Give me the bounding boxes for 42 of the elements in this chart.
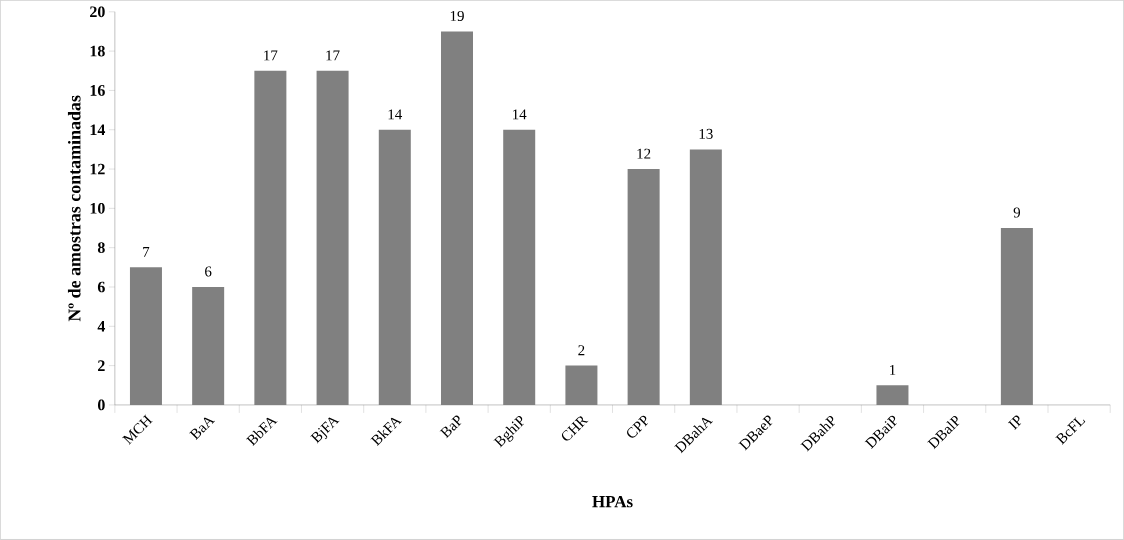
bar xyxy=(565,365,598,406)
bar xyxy=(316,70,349,406)
bar xyxy=(129,267,162,406)
y-axis-title: Nº de amostras contaminadas xyxy=(67,95,81,322)
y-tick-label: 12 xyxy=(90,163,105,175)
y-tick-label: 16 xyxy=(90,85,105,96)
y-tick-label: 14 xyxy=(90,124,106,136)
y-tick-label: 20 xyxy=(90,6,105,18)
y-tick-label: 8 xyxy=(97,242,105,254)
bar xyxy=(192,287,225,406)
data-label: 6 xyxy=(205,266,212,277)
x-tick-label: BaA xyxy=(189,417,216,441)
data-label: 19 xyxy=(450,11,464,22)
data-label: 7 xyxy=(143,247,150,257)
bar xyxy=(627,169,660,406)
bar xyxy=(503,129,536,406)
data-label: 17 xyxy=(264,50,278,61)
data-label: 17 xyxy=(326,50,340,61)
y-tick-label: 18 xyxy=(90,45,105,57)
y-tick-label: 6 xyxy=(97,281,105,293)
x-tick-label: BaP xyxy=(439,415,462,439)
data-label: 14 xyxy=(388,109,403,120)
data-label: 13 xyxy=(699,128,713,139)
x-tick-label: IP xyxy=(1007,415,1022,431)
bar xyxy=(1000,228,1033,406)
data-label: 12 xyxy=(637,148,651,159)
bar xyxy=(689,149,722,406)
bar xyxy=(441,31,474,406)
data-label: 2 xyxy=(578,345,585,356)
y-tick-label: 4 xyxy=(97,321,106,332)
x-axis-title: HPAs xyxy=(592,496,633,508)
y-tick-label: 0 xyxy=(97,399,105,411)
y-tick-label: 2 xyxy=(98,360,105,372)
bar xyxy=(378,129,411,406)
data-label: 14 xyxy=(513,109,527,120)
x-tick-label: CPP xyxy=(627,415,649,438)
data-label: 1 xyxy=(890,365,896,375)
bar xyxy=(254,70,287,406)
y-tick-label: 10 xyxy=(90,203,105,214)
data-label: 9 xyxy=(1013,207,1021,218)
bar xyxy=(876,385,909,406)
x-tick-label: CHR xyxy=(561,416,589,441)
